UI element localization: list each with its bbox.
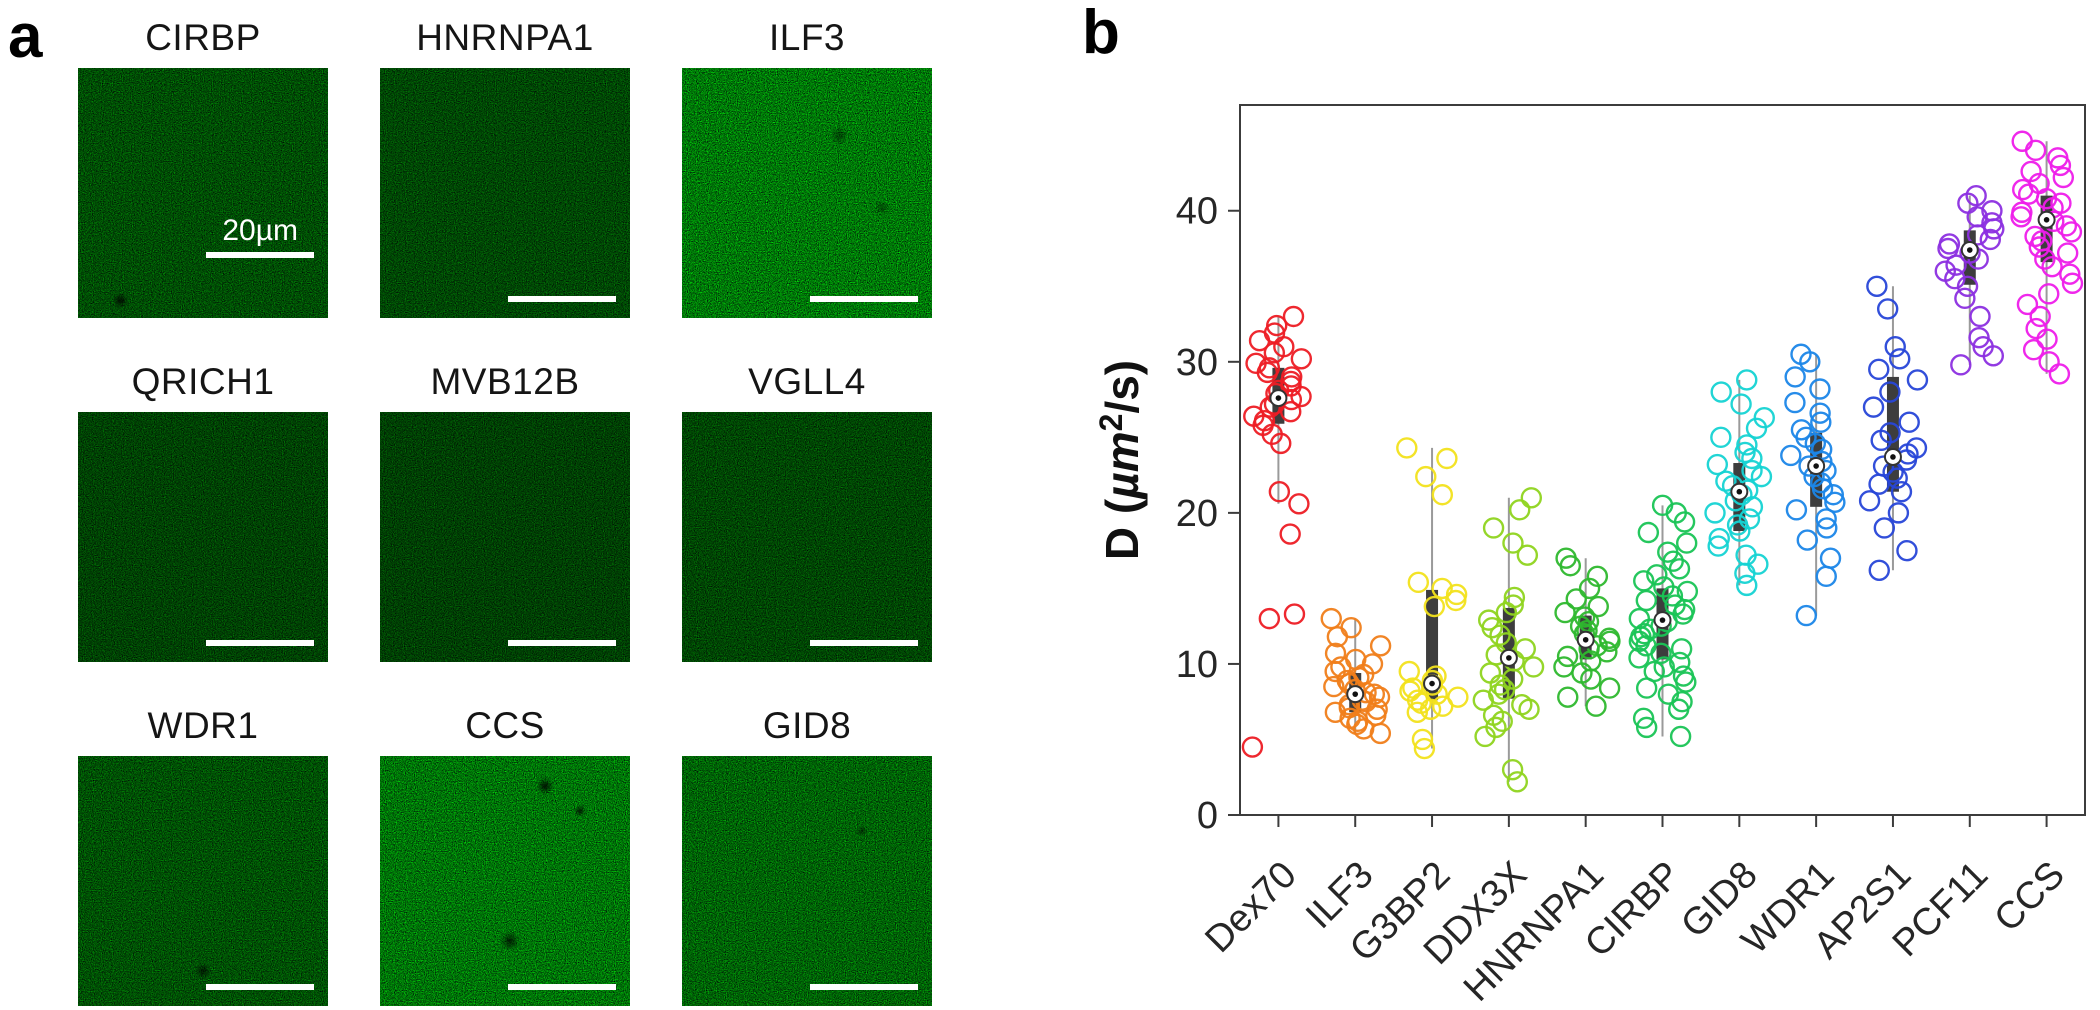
micrograph-label: QRICH1: [131, 361, 275, 402]
micrograph-label: MVB12B: [430, 361, 580, 402]
svg-text:CCS: CCS: [1987, 854, 2073, 940]
scale-bar: [508, 640, 616, 646]
micrograph-tile-mvb12b: MVB12B: [380, 344, 630, 662]
micrograph-tile-cirbp: CIRBP 20µm: [78, 0, 328, 318]
micrograph-panel: CIRBP 20µm HNRNPA1 ILF3: [78, 0, 932, 1006]
micrograph-tile-hnrnpa1: HNRNPA1: [380, 0, 630, 318]
micrograph-tile-ccs: CCS: [380, 688, 630, 1006]
scale-bar: [508, 984, 616, 990]
micrograph-grid: CIRBP 20µm HNRNPA1 ILF3: [78, 0, 932, 1006]
micrograph-image: [78, 756, 328, 1006]
micrograph-tile-qrich1: QRICH1: [78, 344, 328, 662]
noise-texture: [380, 756, 630, 1006]
micrograph-image: [78, 412, 328, 662]
panel-a-label: a: [8, 2, 43, 71]
micrograph-image: [682, 756, 932, 1006]
scale-bar: [810, 296, 918, 302]
noise-texture: [682, 68, 932, 318]
micrograph-image: [380, 412, 630, 662]
noise-texture: [682, 412, 932, 662]
scale-bar: [206, 984, 314, 990]
micrograph-tile-wdr1: WDR1: [78, 688, 328, 1006]
svg-text:0: 0: [1197, 795, 1218, 837]
noise-texture: [682, 756, 932, 1006]
svg-text:30: 30: [1176, 342, 1218, 384]
micrograph-label: VGLL4: [748, 361, 866, 402]
micrograph-label: ILF3: [768, 17, 846, 58]
svg-text:20: 20: [1176, 493, 1218, 535]
micrograph-image: 20µm: [78, 68, 328, 318]
micrograph-image: [380, 756, 630, 1006]
noise-texture: [78, 412, 328, 662]
noise-texture: [380, 412, 630, 662]
scale-bar: [508, 296, 616, 302]
panel-b-label: b: [1082, 0, 1120, 67]
micrograph-label: HNRNPA1: [416, 17, 594, 58]
micrograph-label: GID8: [762, 705, 852, 746]
micrograph-image: [380, 68, 630, 318]
noise-texture: [78, 68, 328, 318]
micrograph-label: CIRBP: [145, 17, 261, 58]
svg-text:Dex70: Dex70: [1197, 854, 1304, 961]
micrograph-tile-vgll4: VGLL4: [682, 344, 932, 662]
micrograph-image: [682, 68, 932, 318]
micrograph-label: CCS: [465, 705, 545, 746]
svg-text:10: 10: [1176, 644, 1218, 686]
micrograph-tile-ilf3: ILF3: [682, 0, 932, 318]
svg-text:40: 40: [1176, 191, 1218, 233]
scale-bar: [206, 640, 314, 646]
micrograph-image: [682, 412, 932, 662]
chart-panel: b 0 10 20 30 40 Dex70 ILF3 G3BP2 DDX3X HNRNPA1 CIR…: [1080, 0, 2100, 1010]
noise-texture: [78, 756, 328, 1006]
micrograph-label: WDR1: [147, 705, 259, 746]
micrograph-tile-gid8: GID8: [682, 688, 932, 1006]
svg-text:D (µm2/s): D (µm2/s): [1093, 360, 1148, 560]
diffusion-coefficient-chart: 010203040Dex70ILF3G3BP2DDX3XHNRNPA1CIRBP…: [1093, 104, 2086, 1010]
scale-bar: [206, 252, 314, 258]
scale-bar: [810, 640, 918, 646]
scale-bar: [810, 984, 918, 990]
noise-texture: [380, 68, 630, 318]
scale-bar-text: 20µm: [222, 214, 298, 247]
